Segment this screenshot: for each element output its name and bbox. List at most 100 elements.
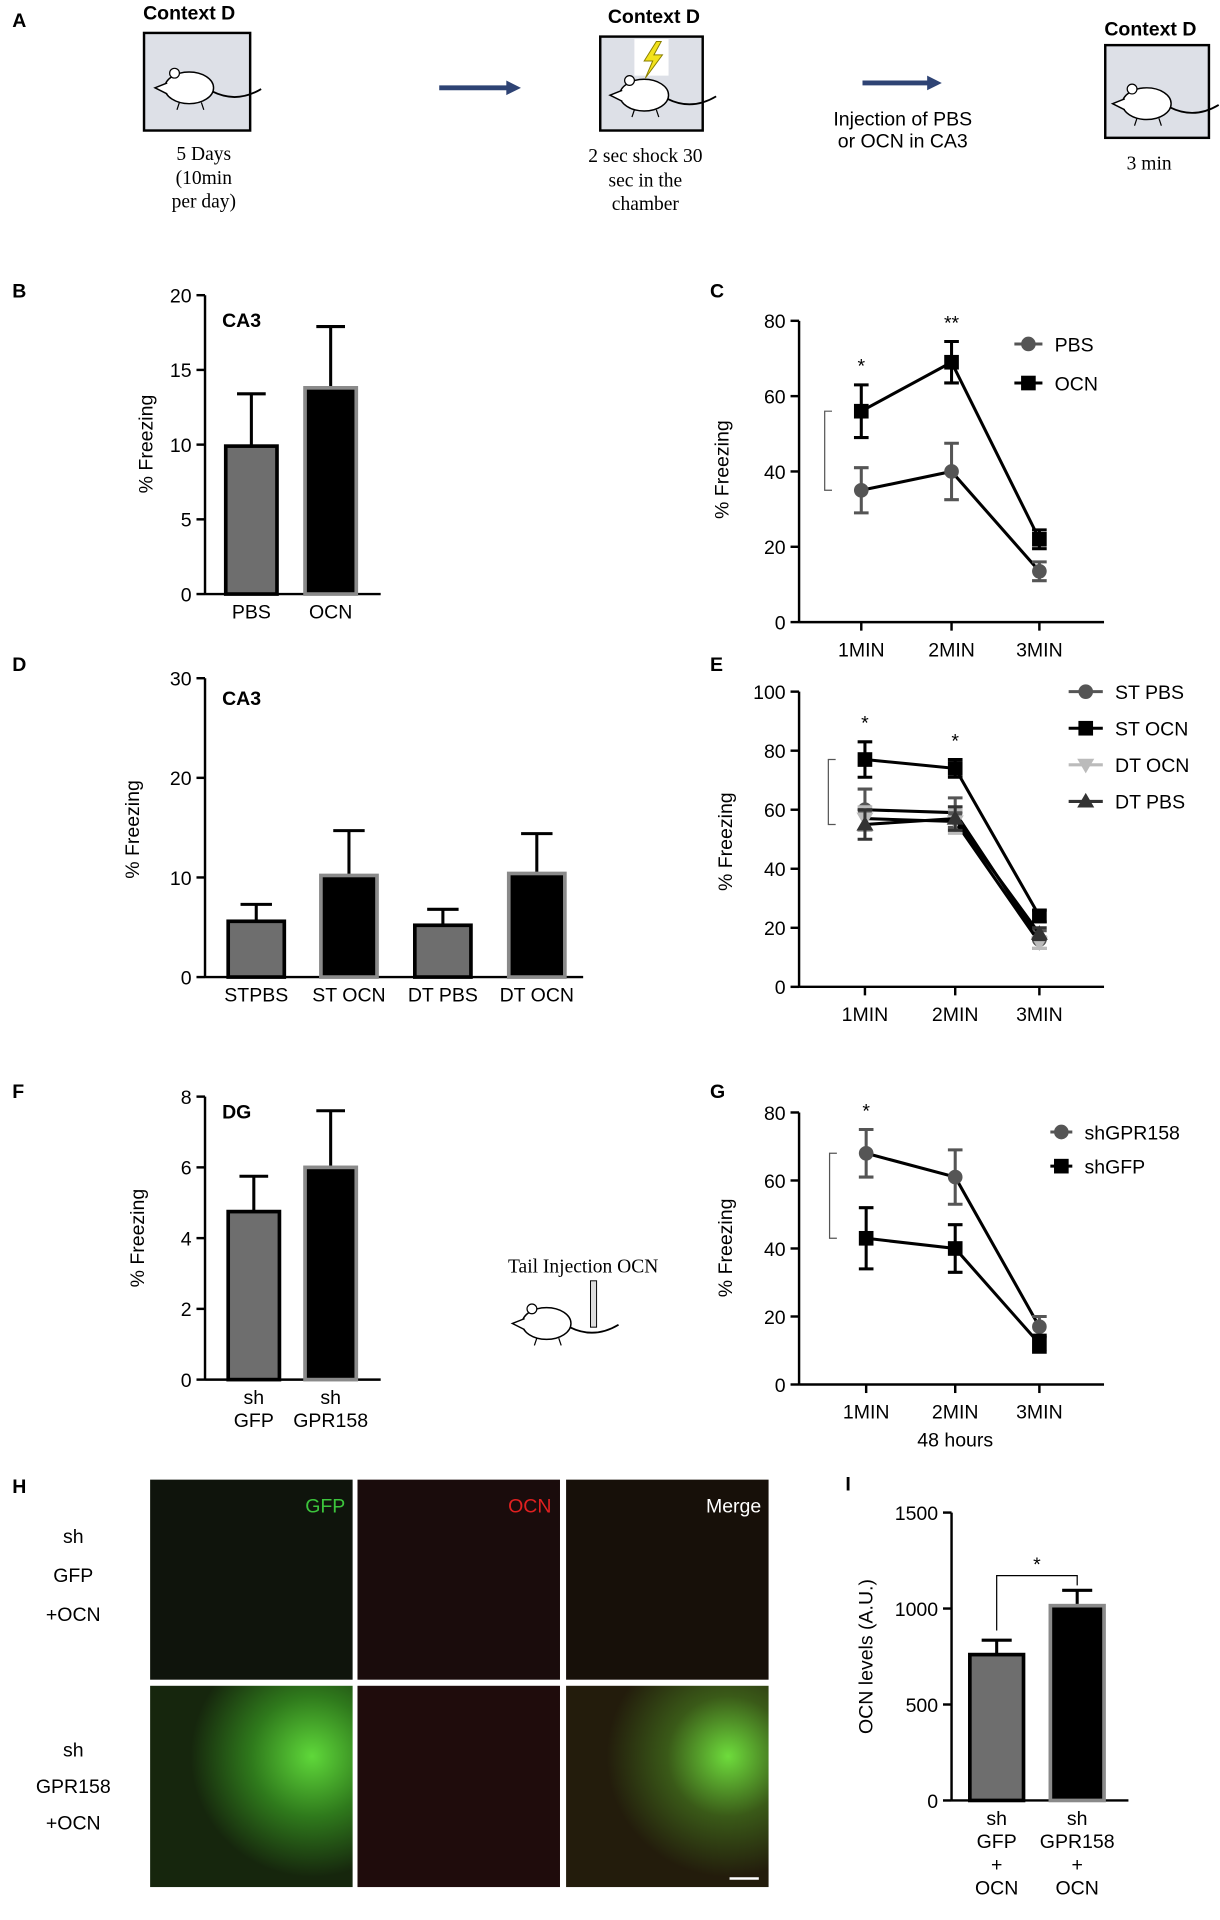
marker (857, 752, 873, 767)
annotation: * (862, 1100, 870, 1122)
x-tick-label: 2MIN (928, 639, 975, 661)
y-tick-label: 60 (764, 800, 786, 822)
x-tick-label: sh (1067, 1808, 1088, 1830)
y-tick-label: 0 (775, 612, 786, 634)
y-tick-label: 60 (764, 386, 786, 408)
x-tick-label: GPR158 (293, 1410, 368, 1432)
step-caption: sec in the (609, 171, 683, 192)
bar (412, 923, 473, 979)
step-title: Context D (608, 6, 700, 28)
x-tick-label: 1MIN (842, 1004, 889, 1026)
legend-label: shGPR158 (1085, 1122, 1180, 1144)
y-tick-label: 20 (170, 768, 192, 790)
inset-label: Tail Injection OCN (508, 1256, 658, 1277)
row-label: GPR158 (36, 1776, 111, 1798)
x-tick-label: 2MIN (932, 1402, 979, 1424)
error-bar (427, 907, 459, 926)
x-tick-label: OCN (309, 601, 352, 623)
row-label: sh (63, 1526, 84, 1548)
x-tick-label: GPR158 (1040, 1831, 1115, 1853)
series-line (864, 817, 1041, 944)
error-bar (1062, 1588, 1093, 1606)
marker (853, 482, 869, 498)
step-title: Context D (143, 3, 235, 25)
y-tick-label: 0 (181, 967, 192, 989)
y-tick-label: 6 (181, 1158, 192, 1180)
marker (947, 1241, 963, 1256)
y-axis-label: % Freezing (122, 780, 144, 879)
y-tick-label: 0 (775, 1375, 786, 1397)
micrograph (566, 1685, 769, 1888)
marker (946, 810, 964, 825)
marker (1054, 1124, 1069, 1140)
legend-label: PBS (1055, 334, 1094, 356)
x-tick-label: sh (244, 1387, 265, 1409)
column-label: Merge (706, 1496, 761, 1518)
micrograph (357, 1685, 560, 1888)
arrow-text: or OCN in CA3 (838, 131, 968, 153)
x-tick-label: 2MIN (932, 1004, 979, 1026)
bar (226, 1209, 282, 1382)
y-tick-label: 30 (170, 669, 192, 691)
x-tick-label: OCN (975, 1877, 1018, 1899)
step-caption: per day) (172, 191, 236, 212)
x-tick-label: ST OCN (312, 984, 385, 1006)
bar (319, 873, 379, 979)
column-label: OCN (508, 1496, 551, 1518)
mouse-icon (511, 1303, 620, 1347)
y-tick-label: 1500 (895, 1503, 939, 1525)
marker (858, 1145, 874, 1161)
marker (1032, 531, 1047, 547)
y-tick-label: 4 (181, 1228, 192, 1250)
error-bar (316, 1109, 346, 1168)
chart-title: DG (222, 1102, 251, 1124)
y-tick-label: 2 (181, 1299, 192, 1321)
y-tick-label: 15 (170, 360, 192, 382)
marker (1021, 375, 1036, 391)
y-tick-label: 20 (764, 537, 786, 559)
error-bar (239, 1174, 269, 1212)
error-bar (981, 1638, 1012, 1655)
marker (1032, 563, 1047, 579)
row-label: sh (63, 1740, 84, 1762)
marker (858, 1230, 874, 1246)
bar (1048, 1603, 1106, 1803)
legend-label: OCN (1055, 373, 1098, 395)
x-tick-label: 3MIN (1016, 1402, 1063, 1424)
y-axis-label: % Freezing (136, 395, 158, 494)
panel-h: H GFP OCN Merge sh GFP +OCN sh GPR158 +O… (12, 1476, 769, 1888)
marker (944, 354, 959, 370)
annotation: * (1033, 1554, 1041, 1576)
bar (223, 444, 279, 596)
panel-label: H (12, 1476, 26, 1498)
error-bar (240, 902, 272, 922)
x-tick-label: DT PBS (408, 984, 478, 1006)
step-caption: (10min (176, 168, 233, 189)
panel-label: G (710, 1081, 725, 1103)
y-tick-label: 20 (764, 1307, 786, 1329)
error-bar (333, 829, 365, 876)
x-tick-label: GFP (977, 1831, 1017, 1853)
y-tick-label: 10 (170, 868, 192, 890)
y-tick-label: 500 (906, 1695, 939, 1717)
syringe (589, 1280, 598, 1328)
panel-label: F (12, 1081, 24, 1103)
marker (1021, 336, 1036, 352)
step-title: Context D (1104, 18, 1196, 40)
bar (303, 1165, 359, 1382)
marker (856, 815, 874, 831)
y-tick-label: 80 (764, 311, 786, 333)
shock-icon (643, 40, 664, 79)
y-tick-label: 10 (170, 435, 192, 457)
bar (968, 1652, 1026, 1803)
y-axis-label: % Freezing (127, 1189, 149, 1288)
y-tick-label: 40 (764, 462, 786, 484)
marker (853, 403, 869, 419)
bar (226, 919, 287, 979)
panel-label: B (12, 281, 26, 303)
x-tick-label: 1MIN (843, 1402, 890, 1424)
marker (1078, 720, 1094, 736)
arrow-head (506, 80, 521, 96)
y-axis-label: % Freezing (715, 1199, 737, 1298)
